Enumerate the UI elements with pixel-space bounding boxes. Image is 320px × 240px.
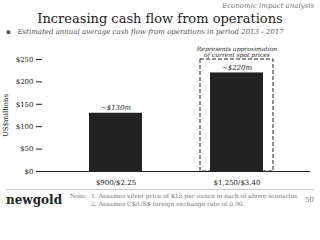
svg-text:$150: $150	[16, 101, 34, 109]
html-text:50: 50	[305, 196, 314, 204]
svg-text:~$130m: ~$130m	[101, 104, 132, 112]
html-text:▪ Estimated annual average cas: ▪ Estimated annual average cash flow fro…	[6, 28, 284, 36]
html-text:Increasing cash flow from oper: Increasing cash flow from operations	[37, 11, 283, 26]
svg-text:US$millions: US$millions	[2, 94, 10, 137]
html-text:Note:: Note:	[70, 192, 87, 199]
svg-text:$1,250/$3.40: $1,250/$3.40	[214, 179, 261, 187]
svg-text:$0: $0	[25, 168, 34, 176]
html-text:1. Assumes silver price of $15: 1. Assumes silver price of $15 per ounce…	[90, 192, 299, 199]
html-text:2. Assumes C$/US$ foreign exch: 2. Assumes C$/US$ foreign exchange rate …	[90, 200, 245, 207]
svg-text:Represents approximationof cur: Represents approximationof current spot …	[196, 45, 277, 59]
svg-text:~$220m: ~$220m	[222, 64, 253, 72]
svg-text:$200: $200	[16, 78, 34, 86]
svg-text:$100: $100	[16, 123, 34, 131]
html-text:Economic impact analysis: Economic impact analysis	[222, 2, 314, 10]
svg-text:$250: $250	[16, 56, 34, 64]
svg-text:$50: $50	[20, 145, 33, 153]
svg-text:$900/$2.25: $900/$2.25	[96, 179, 136, 187]
html-text:newgold: newgold	[6, 193, 62, 207]
